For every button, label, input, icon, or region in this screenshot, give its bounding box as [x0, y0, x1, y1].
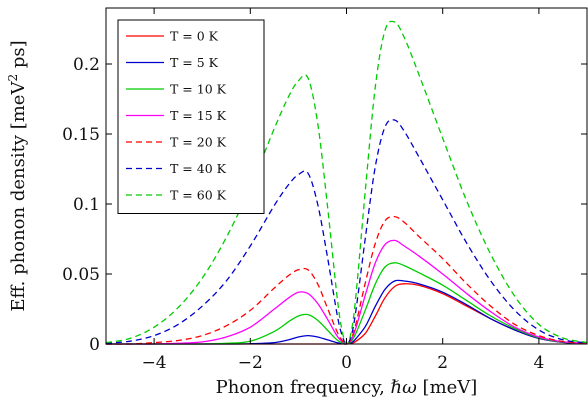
y-axis-label-sup: 2	[6, 74, 20, 82]
y-tick-label: 0.2	[73, 55, 100, 75]
y-axis-label-main: Eff. phonon density [meV	[8, 81, 29, 312]
y-tick-label: 0.15	[62, 125, 100, 145]
x-axis-label: Phonon frequency, ℏω [meV]	[216, 377, 478, 398]
legend-label: T = 40 K	[170, 161, 227, 176]
legend-box	[117, 19, 265, 214]
y-tick-label: 0.1	[73, 195, 100, 215]
legend-label: T = 20 K	[170, 135, 227, 150]
legend-label: T = 10 K	[170, 82, 227, 97]
series-line-5	[105, 215, 588, 345]
legend: T = 0 K T = 5 K T = 10 K T = 15 K T = 20 K T …	[117, 19, 265, 214]
x-axis-label-symbol: ℏω	[391, 377, 418, 398]
x-tick-label: 2	[437, 353, 448, 373]
y-axis-label: Eff. phonon density [meV2 ps]	[6, 40, 29, 311]
x-tick-label: −2	[238, 353, 263, 373]
x-axis-label-prefix: Phonon frequency,	[216, 377, 391, 398]
legend-label: T = 60 K	[170, 188, 227, 203]
x-tick-label: 0	[341, 353, 352, 373]
series-line-6	[105, 119, 588, 345]
y-tick-label: 0	[89, 335, 100, 355]
legend-label: T = 5 K	[170, 55, 219, 70]
x-tick-label: 4	[533, 353, 544, 373]
legend-label: T = 15 K	[170, 108, 227, 123]
x-tick-label: −4	[142, 353, 167, 373]
x-axis-label-unit: [meV]	[417, 377, 478, 398]
ticks-layer: −4 −2 0 2 4 0 0.05 0.1 0.15 0.2	[62, 8, 587, 373]
legend-label: T = 0 K	[170, 29, 219, 44]
y-tick-label: 0.05	[62, 265, 100, 285]
y-axis-label-tail: ps]	[8, 40, 29, 74]
